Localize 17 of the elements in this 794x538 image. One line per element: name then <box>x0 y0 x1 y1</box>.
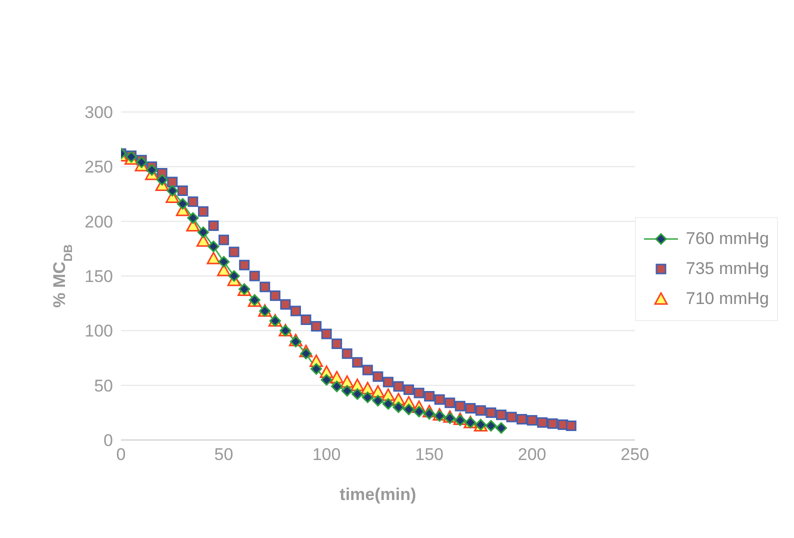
y-tick-label: 50 <box>94 376 113 396</box>
x-tick-label: 50 <box>214 445 234 464</box>
legend-label: 760 mmHg <box>686 228 769 250</box>
x-tick-label: 150 <box>415 445 444 464</box>
y-tick-label: 200 <box>84 212 113 232</box>
x-axis-title: time(min) <box>340 485 416 504</box>
y-tick-label: 100 <box>84 322 113 341</box>
x-tick-label: 200 <box>518 445 546 464</box>
legend-label: 735 mmHg <box>686 258 769 280</box>
x-tick-label: 100 <box>312 445 341 464</box>
x-tick-label: 250 <box>620 445 650 464</box>
y-tick-label: 250 <box>84 158 113 177</box>
y-tick-label: 300 <box>84 103 113 122</box>
y-tick-label: 150 <box>84 267 113 286</box>
x-tick-label: 0 <box>116 445 126 464</box>
legend-label: 710 mmHg <box>686 288 769 310</box>
y-tick-label: 0 <box>104 431 113 450</box>
